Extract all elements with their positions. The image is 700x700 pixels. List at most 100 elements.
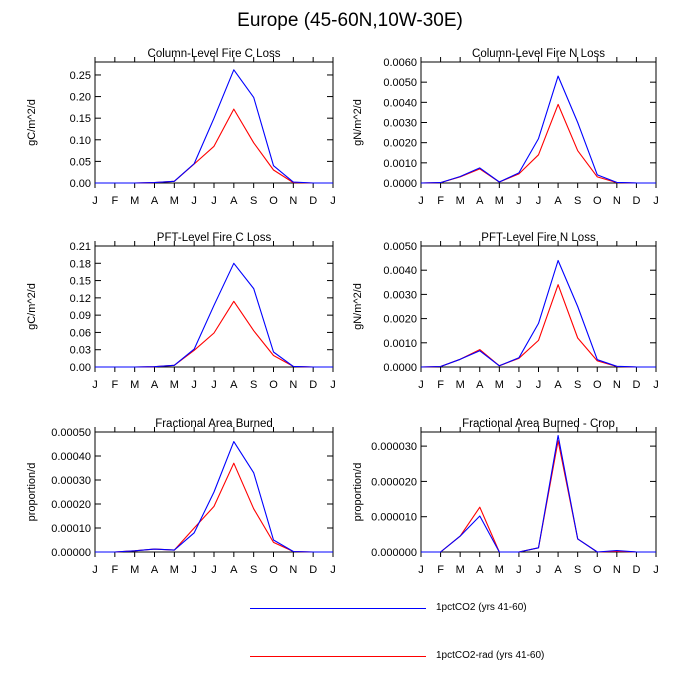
x-tick-label: F [437, 564, 444, 576]
x-tick-label: F [111, 195, 118, 207]
x-tick-label: J [536, 564, 542, 576]
y-tick-label: 0.0010 [383, 158, 417, 170]
x-tick-label: N [613, 564, 621, 576]
x-tick-label: M [130, 379, 139, 391]
y-tick-label: 0.00030 [51, 475, 91, 487]
x-tick-label: M [495, 195, 504, 207]
x-tick-label: A [476, 195, 484, 207]
x-tick-label: D [632, 379, 640, 391]
x-tick-label: J [191, 564, 197, 576]
chart-panel: PFT-Level Fire C Loss gC/m^2/d 0.00 0.03 0.0… [26, 232, 336, 391]
x-tick-label: F [111, 379, 118, 391]
y-tick-label: 0.0040 [383, 97, 417, 109]
chart-panel: PFT-Level Fire N Loss gN/m^2/d 0.0000 0.001… [352, 232, 659, 391]
x-tick-label: J [516, 195, 522, 207]
x-tick-label: J [653, 379, 659, 391]
x-tick-label: J [536, 379, 542, 391]
series-line-2 [421, 440, 656, 553]
x-tick-label: J [330, 379, 336, 391]
y-tick-label: 0.00000 [51, 547, 91, 559]
x-tick-label: D [632, 564, 640, 576]
y-tick-label: 0.0020 [383, 314, 417, 326]
plot-frame [420, 61, 657, 184]
chart-title: PFT-Level Fire C Loss [157, 232, 272, 244]
x-tick-label: F [437, 195, 444, 207]
y-tick-label: 0.15 [70, 276, 91, 288]
y-tick-label: 0.18 [70, 258, 91, 270]
x-tick-label: M [456, 379, 465, 391]
x-tick-label: S [250, 379, 257, 391]
y-tick-label: 0.0030 [383, 289, 417, 301]
y-tick-label: 0.21 [70, 241, 91, 253]
series-line-1 [421, 434, 656, 553]
y-tick-label: 0.00 [70, 178, 91, 190]
x-tick-label: J [92, 195, 98, 207]
y-tick-label: 0.0060 [383, 57, 417, 69]
x-tick-label: D [632, 195, 640, 207]
y-tick-label: 0.10 [70, 135, 91, 147]
y-tick-label: 0.00 [70, 362, 91, 374]
y-tick-label: 0.06 [70, 327, 91, 339]
x-tick-label: N [613, 195, 621, 207]
x-tick-label: O [269, 195, 278, 207]
x-tick-label: O [269, 379, 278, 391]
x-tick-label: J [191, 195, 197, 207]
x-tick-label: M [456, 564, 465, 576]
x-tick-label: J [191, 379, 197, 391]
figure-title: Europe (45-60N,10W-30E) [237, 10, 463, 31]
y-tick-label: 0.0050 [383, 241, 417, 253]
x-tick-label: A [554, 564, 562, 576]
y-tick-label: 0.00050 [51, 427, 91, 439]
chart-panel: Column-Level Fire C Loss gC/m^2/d 0.00 0.05… [26, 48, 336, 207]
x-tick-label: O [269, 564, 278, 576]
x-tick-label: J [516, 564, 522, 576]
x-tick-label: M [495, 564, 504, 576]
x-tick-label: O [593, 195, 602, 207]
legend-label-series-1: 1pctCO2 (yrs 41-60) [436, 602, 527, 613]
x-tick-label: S [574, 564, 581, 576]
x-tick-label: M [170, 379, 179, 391]
x-tick-label: O [593, 564, 602, 576]
x-tick-label: M [495, 379, 504, 391]
y-tick-label: 0.000000 [371, 547, 417, 559]
y-tick-label: 0.000010 [371, 512, 417, 524]
x-tick-label: S [574, 195, 581, 207]
y-tick-label: 0.0000 [383, 178, 417, 190]
series-line-2 [95, 300, 333, 368]
x-tick-label: J [418, 564, 424, 576]
x-tick-label: A [151, 379, 159, 391]
series-line-1 [95, 69, 333, 184]
legend-swatch-series-2 [250, 656, 426, 657]
x-tick-label: N [289, 195, 297, 207]
y-tick-label: 0.000020 [371, 476, 417, 488]
x-tick-label: A [151, 564, 159, 576]
x-tick-label: A [151, 195, 159, 207]
y-tick-label: 0.0010 [383, 338, 417, 350]
x-tick-label: J [92, 564, 98, 576]
x-tick-label: J [211, 564, 217, 576]
x-tick-label: M [456, 195, 465, 207]
x-tick-label: N [289, 379, 297, 391]
series-line-1 [420, 259, 656, 368]
series-line-1 [95, 441, 333, 553]
y-tick-label: 0.0040 [383, 265, 417, 277]
x-tick-label: J [330, 195, 336, 207]
chart-title: Fractional Area Burned - Crop [462, 418, 615, 430]
x-tick-label: M [130, 564, 139, 576]
y-tick-label: 0.09 [70, 310, 91, 322]
x-tick-label: J [418, 379, 424, 391]
x-tick-label: J [92, 379, 98, 391]
x-tick-label: J [211, 195, 217, 207]
y-tick-label: 0.12 [70, 293, 91, 305]
series-line-2 [420, 284, 656, 368]
x-tick-label: J [653, 195, 659, 207]
plot-frame [420, 431, 657, 553]
chart-title: Column-Level Fire C Loss [148, 48, 281, 60]
x-tick-label: J [516, 379, 522, 391]
x-tick-label: J [330, 564, 336, 576]
y-tick-label: 0.00040 [51, 451, 91, 463]
y-tick-label: 0.03 [70, 345, 91, 357]
x-tick-label: M [170, 195, 179, 207]
y-tick-label: 0.0050 [383, 77, 417, 89]
